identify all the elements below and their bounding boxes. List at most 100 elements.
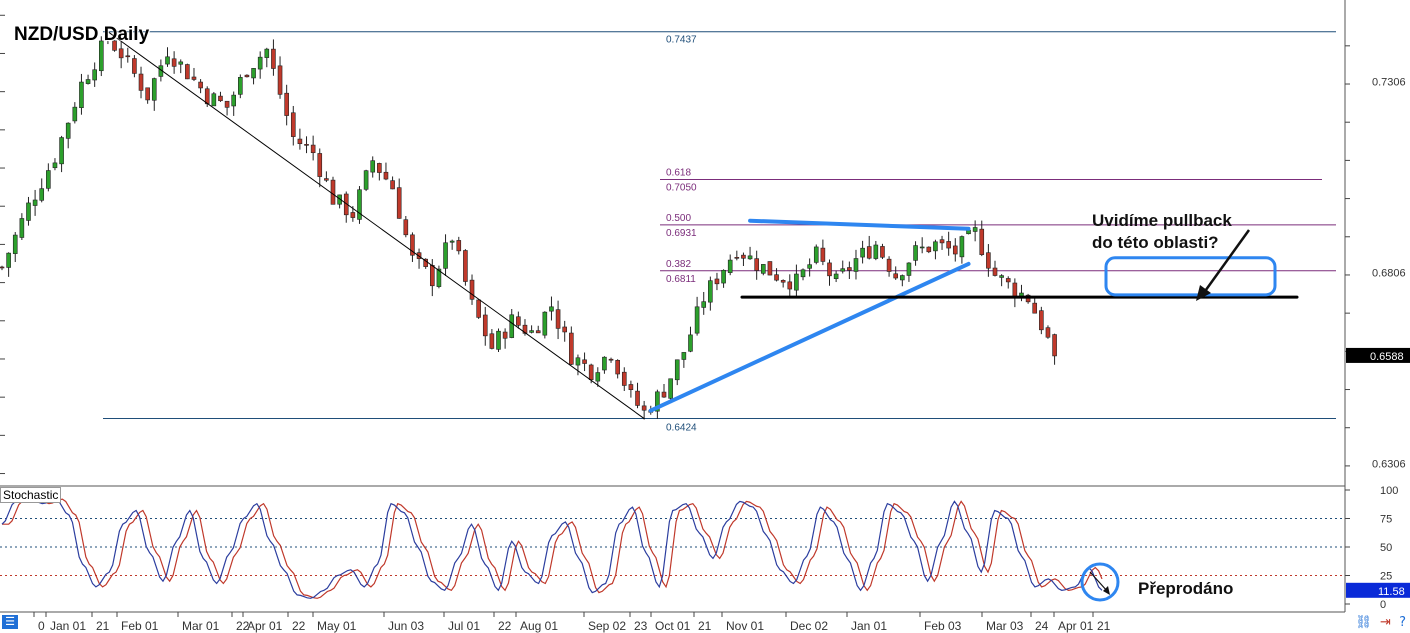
oversold-circle [1080,562,1120,602]
arrows-icon[interactable]: ⇥ [1380,615,1391,630]
candle-body [913,245,918,261]
time-tick-label: Apr 01 [247,619,283,633]
price-tick-label: 0.6306 [1372,459,1406,471]
candle-body [396,187,402,219]
candle-body [370,160,376,173]
axes: 0.73060.68060.63060.6588100755025011.580… [0,14,1410,633]
candle-body [105,38,111,41]
fib-ratio-label: 0.500 [666,213,691,224]
candle-body [992,267,998,276]
candle-body [621,371,627,386]
candle-body [0,266,5,269]
candle-body [463,250,468,282]
candle-body [6,252,11,268]
candle-body [310,144,316,154]
candle-body [794,273,799,291]
time-tick-label: Nov 01 [726,619,764,633]
candle-body [813,246,819,263]
candle-body [668,378,673,399]
time-tick-label: Apr 01 [1058,619,1094,633]
candle-body [900,275,905,281]
fib-ratio-label: 0.382 [666,259,691,270]
candle-body [350,212,356,218]
time-tick-label: Mar 03 [986,619,1024,633]
candle-body [449,240,455,243]
candle-body [509,314,515,338]
candle-body [760,264,766,274]
candle-body [800,269,806,278]
time-tick-label: Jul 01 [448,619,480,633]
candle-body [145,87,150,101]
candle-body [264,48,270,58]
link-icon[interactable]: ⛓ [1355,615,1372,630]
candle-body [847,267,852,271]
upper-trendline [748,218,971,231]
candle-body [708,280,713,303]
time-tick-label: 22 [292,619,306,633]
candle-body [542,311,548,336]
candle-body [238,77,243,95]
candle-body [608,358,614,361]
candle-body [780,280,786,283]
candle-body [820,247,826,262]
candle-body [52,162,58,169]
stochastic-label[interactable]: Stochastic [0,487,62,503]
candle-body [138,73,144,91]
candle-body [840,268,846,272]
time-tick-label: 23 [634,619,648,633]
help-icon[interactable]: ? [1399,615,1406,630]
candle-body [906,262,912,276]
fib-price-label: 0.7437 [666,35,697,46]
pullback-line2: do této oblasti? [1092,233,1219,252]
candle-body [549,306,554,312]
candle-body [443,242,448,269]
candle-body [304,144,309,146]
menu-icon[interactable]: ☰ [2,615,18,629]
candle-body [615,360,620,375]
candle-body [284,92,289,116]
candle-body [754,258,759,271]
candle-body [595,372,601,382]
candle-body [59,137,64,165]
candle-body [1045,327,1051,338]
candle-body [588,364,594,381]
candle-body [198,81,203,89]
candle-body [959,236,965,258]
candle-body [694,306,700,334]
candle-body [410,234,415,256]
candle-body [185,64,190,80]
candle-body [575,357,581,366]
candle-body [602,356,607,371]
candle-body [12,234,18,254]
candle-body [92,69,97,81]
stochastic-panel [0,495,1345,602]
candle-body [555,309,561,329]
candle-body [774,274,779,281]
candle-body [535,330,541,334]
candle-body [204,88,210,105]
fib-price-label: 0.7050 [666,182,697,193]
time-tick-label: 21 [96,619,110,633]
time-tick-label: Sep 02 [588,619,626,633]
candle-body [151,78,157,101]
candle-body [383,171,389,180]
candle-body [939,239,945,244]
candle-body [562,326,568,333]
candle-body [873,244,879,259]
candle-body [85,79,91,84]
stoch-current-label: 11.58 [1378,586,1405,598]
candle-body [429,265,435,287]
pointer-arrowhead [1196,285,1211,301]
candle-body [986,252,991,269]
candle-body [919,246,925,249]
fib-price-label: 0.6931 [666,228,697,239]
candle-body [681,352,687,360]
candle-body [46,170,51,189]
candle-body [191,76,197,80]
pullback-line1: Uvidíme pullback [1092,211,1232,230]
candle-body [807,264,812,269]
candle-body [979,228,985,255]
candle-body [39,188,45,201]
candle-body [516,316,521,326]
candlestick-series [0,32,1057,420]
